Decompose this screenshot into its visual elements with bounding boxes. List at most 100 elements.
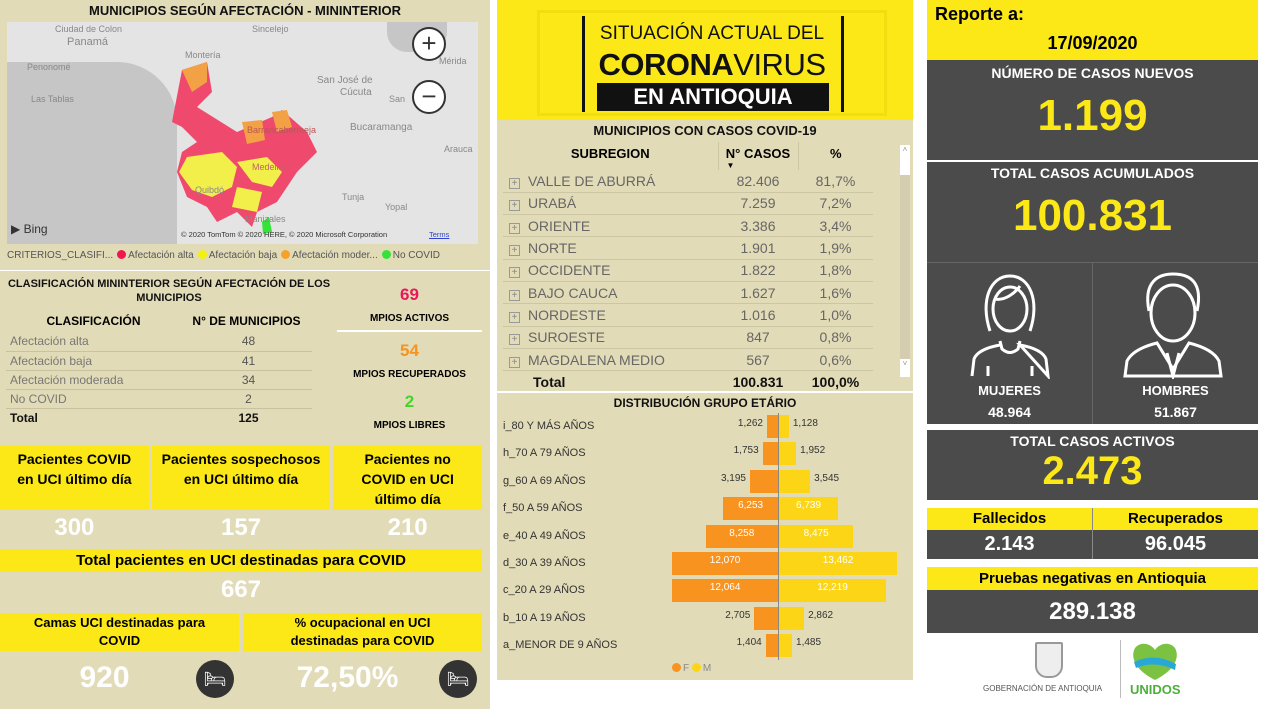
map-title: MUNICIPIOS SEGÚN AFECTACIÓN - MININTERIO… (89, 3, 401, 18)
sort-desc-icon: ▼ (726, 161, 735, 170)
bar-m[interactable] (779, 524, 854, 548)
column-header: N° DE MUNICIPIOS (192, 314, 301, 328)
woman-icon (970, 274, 1050, 379)
bing-logo: ▶ Bing (11, 222, 48, 236)
table-row[interactable]: + NORDESTE 1.016 1,0% (503, 303, 873, 327)
casos-cell: 567 (718, 348, 798, 372)
map-city-label: Medellín (252, 162, 287, 172)
fallecidos-recuperados: Fallecidos 2.143 Recuperados 96.045 (927, 508, 1258, 559)
map-city-label: Tunja (342, 192, 365, 202)
table-row[interactable]: + VALLE DE ABURRÁ 82.406 81,7% (503, 170, 873, 193)
map-terms-link[interactable]: Terms (429, 230, 450, 239)
chart-legend: F M (672, 663, 711, 674)
column-header[interactable]: % (797, 142, 873, 170)
legend-item[interactable]: F (672, 663, 689, 674)
table-row[interactable]: + URABÁ 7.259 7,2% (503, 192, 873, 216)
column-header[interactable]: SUBREGION (570, 146, 650, 161)
map-city-label: Sincelejo (252, 24, 289, 34)
legend-item[interactable]: Afectación moder... (281, 250, 378, 261)
map-legend: CRITERIOS_CLASIFI... Afectación alta Afe… (7, 250, 440, 261)
data-label: 8,258 (729, 527, 755, 539)
subregion-name: URABÁ (528, 195, 577, 212)
data-label: 1,128 (792, 418, 818, 429)
data-label: 1,404 (736, 637, 762, 649)
data-label: 3,195 (720, 472, 746, 484)
bar-m[interactable] (779, 579, 887, 603)
legend-item[interactable]: M (691, 663, 711, 674)
table-row[interactable]: + NORTE 1.901 1,9% (503, 236, 873, 260)
uci-total-label: Total pacientes en UCI destinadas para C… (0, 549, 482, 572)
legend-dot-icon (672, 663, 681, 672)
table-total-row: Total 100.831 100,0% (533, 374, 860, 391)
scroll-down-icon[interactable]: ˅ (900, 359, 910, 377)
bar-f[interactable] (766, 415, 778, 438)
percent-cell: 81,7% (798, 170, 873, 193)
bar-m[interactable] (779, 606, 805, 630)
data-label: 6,739 (796, 500, 822, 512)
category-label: g_60 A 69 AÑOS (503, 474, 586, 487)
bar-m[interactable] (779, 415, 789, 438)
data-label: 2,705 (725, 609, 751, 621)
expand-icon[interactable]: + (509, 245, 520, 257)
expand-icon[interactable]: + (509, 289, 520, 301)
category-label: b_10 A 19 AÑOS (503, 611, 586, 624)
antioquia-choropleth[interactable] (7, 22, 478, 244)
expand-icon[interactable]: + (509, 311, 520, 323)
expand-icon[interactable]: + (509, 356, 520, 368)
table-row[interactable]: + MAGDALENA MEDIO 567 0,6% (503, 348, 873, 372)
hombres-card: HOMBRES 51.867 (1093, 263, 1258, 424)
recuperados-card: Recuperados 96.045 (1093, 508, 1258, 559)
acumulados-card: TOTAL CASOS ACUMULADOS 100.831 MUJERES 4… (927, 162, 1258, 424)
bar-m[interactable] (779, 469, 811, 493)
subregiones-table: SUBREGION N° CASOS ▼% + VALLE DE ABURRÁ 82.4… (503, 142, 873, 393)
bar-f[interactable] (754, 606, 778, 630)
map-zoom-out-button[interactable]: − (412, 80, 446, 114)
bar-m[interactable] (779, 497, 839, 521)
table-scrollbar[interactable]: ˄ ˅ (900, 145, 910, 377)
table-row: Afectación moderada 34 (6, 370, 312, 390)
map-zoom-in-button[interactable]: + (412, 27, 446, 61)
bar-f[interactable] (749, 469, 778, 493)
percent-cell: 1,9% (798, 236, 873, 260)
bar-f[interactable] (672, 552, 778, 575)
expand-icon[interactable]: + (509, 200, 520, 212)
coronavirus-logo: SITUACIÓN ACTUAL DEL CORONAVIRUS EN ANTI… (537, 10, 887, 116)
bar-f[interactable] (672, 579, 778, 603)
table-row[interactable]: + OCCIDENTE 1.822 1,8% (503, 259, 873, 282)
percent-cell: 7,2% (798, 192, 873, 216)
percent-cell: 1,6% (798, 281, 873, 305)
table-row[interactable]: + SUROESTE 847 0,8% (503, 326, 873, 349)
percent-cell: 1,8% (798, 259, 873, 282)
expand-icon[interactable]: + (509, 222, 520, 234)
table-row[interactable]: + BAJO CAUCA 1.627 1,6% (503, 281, 873, 305)
legend-dot-icon (197, 250, 207, 259)
scroll-up-icon[interactable]: ˄ (900, 145, 910, 175)
expand-icon[interactable]: + (509, 177, 520, 189)
expand-icon[interactable]: + (509, 267, 520, 279)
expand-icon[interactable]: + (509, 334, 520, 346)
subregion-name: BAJO CAUCA (528, 284, 618, 301)
map-city-label: Yopal (385, 202, 408, 212)
bar-f[interactable] (723, 497, 778, 521)
legend-item[interactable]: Afectación alta (117, 250, 194, 261)
data-label: 1,485 (796, 637, 822, 649)
bar-f[interactable] (762, 442, 778, 466)
bar-m[interactable] (779, 634, 793, 658)
column-header-sorted[interactable]: N° CASOS ▼ (717, 142, 798, 170)
legend-dot-icon (691, 663, 701, 672)
bar-m[interactable] (779, 552, 897, 575)
bar-m[interactable] (779, 442, 797, 466)
bar-f[interactable] (765, 634, 778, 658)
bar-f[interactable] (705, 524, 778, 548)
map[interactable]: Ciudad de Colon Panamá Penonomé Las Tabl… (7, 22, 478, 244)
map-city-label: Mérida (439, 56, 467, 66)
percent-cell: 1,0% (798, 303, 873, 327)
map-city-label: Cúcuta (340, 87, 372, 98)
data-label: 13,462 (822, 555, 854, 566)
camas-cards: Camas UCI destinadas para COVID 920 🛏 % oc… (0, 613, 482, 698)
table-row[interactable]: + ORIENTE 3.386 3,4% (503, 214, 873, 238)
legend-item[interactable]: Afectación baja (197, 250, 277, 261)
legend-item[interactable]: No COVID (381, 250, 440, 261)
data-label: 2,862 (808, 609, 834, 621)
bing-label: Bing (23, 222, 48, 236)
